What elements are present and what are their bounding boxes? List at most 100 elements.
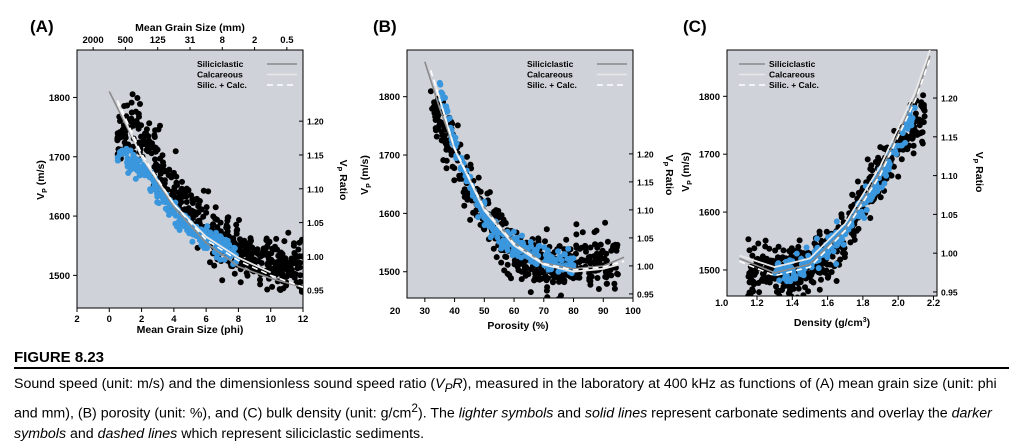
point-calcareous	[189, 238, 196, 245]
point-siliciclastic	[146, 120, 153, 127]
point-siliciclastic	[481, 226, 488, 233]
x-tick-label: 100	[625, 306, 641, 317]
panel-a-points-siliciclastic	[114, 91, 303, 295]
point-calcareous	[504, 247, 511, 254]
point-calcareous	[169, 207, 176, 214]
y-tick-label: 1700	[699, 150, 720, 161]
point-siliciclastic	[587, 281, 594, 288]
caption-divider	[14, 367, 1009, 369]
point-siliciclastic	[296, 264, 303, 271]
point-siliciclastic	[794, 294, 800, 296]
point-siliciclastic	[611, 280, 618, 287]
point-siliciclastic	[233, 221, 240, 228]
point-siliciclastic	[282, 255, 289, 262]
point-siliciclastic	[840, 249, 846, 256]
point-siliciclastic	[847, 239, 854, 246]
point-siliciclastic	[591, 229, 598, 236]
point-siliciclastic	[178, 199, 185, 206]
point-siliciclastic	[898, 156, 905, 163]
x-tick-label: 6	[203, 314, 208, 325]
point-calcareous	[830, 248, 837, 255]
point-calcareous	[803, 244, 810, 251]
point-siliciclastic	[152, 145, 159, 152]
point-siliciclastic	[796, 237, 803, 244]
point-siliciclastic	[179, 178, 185, 185]
y2-tick-label: 1.10	[941, 171, 958, 181]
point-calcareous	[833, 218, 840, 225]
point-siliciclastic	[183, 199, 190, 205]
legend-label: Silic. + Calc.	[769, 80, 819, 90]
point-siliciclastic	[207, 259, 213, 266]
point-siliciclastic	[601, 255, 608, 262]
panel-c: (C) 1.0 1.2 1.4 1.6 1.8 2.0 2.2 1500 1600 1700 18…	[680, 17, 985, 329]
point-siliciclastic	[289, 272, 296, 278]
fit-line-calcareous	[739, 50, 931, 269]
point-siliciclastic	[454, 122, 461, 129]
point-siliciclastic	[599, 247, 606, 254]
point-siliciclastic	[867, 215, 874, 221]
point-siliciclastic	[749, 252, 756, 259]
x-tick-label: 1.0	[715, 298, 728, 309]
point-calcareous	[184, 223, 190, 230]
point-siliciclastic	[556, 243, 563, 250]
point-siliciclastic	[196, 198, 203, 204]
point-calcareous	[805, 252, 812, 259]
y-tick-label: 1600	[699, 208, 720, 219]
point-siliciclastic	[277, 287, 284, 293]
point-siliciclastic	[249, 244, 256, 251]
point-siliciclastic	[587, 244, 594, 251]
point-siliciclastic	[854, 178, 861, 185]
point-siliciclastic	[596, 255, 603, 262]
point-calcareous	[186, 230, 193, 237]
y2-tick-label: 1.15	[941, 132, 958, 142]
point-siliciclastic	[751, 245, 758, 252]
point-siliciclastic	[787, 287, 794, 294]
point-siliciclastic	[773, 283, 779, 290]
point-siliciclastic	[493, 207, 499, 214]
panel-c-y-axis-title: VP (m/s)	[680, 152, 694, 192]
panel-b-y-ticks: 1500 1600 1700 1800	[379, 92, 407, 278]
point-calcareous	[124, 163, 131, 170]
fit-line-combined	[430, 70, 625, 271]
point-calcareous	[784, 278, 791, 285]
point-siliciclastic	[823, 228, 830, 235]
point-calcareous	[155, 200, 162, 207]
point-siliciclastic	[614, 271, 621, 278]
x-top-tick-label: 2000	[83, 35, 104, 46]
point-siliciclastic	[141, 138, 148, 145]
point-siliciclastic	[433, 133, 440, 140]
y-tick-label: 1800	[49, 93, 70, 104]
point-siliciclastic	[604, 280, 610, 287]
point-siliciclastic	[462, 186, 468, 193]
point-siliciclastic	[773, 288, 780, 295]
x-top-tick-label: 8	[220, 35, 225, 46]
point-siliciclastic	[543, 226, 550, 233]
point-siliciclastic	[533, 299, 539, 305]
point-calcareous	[786, 257, 793, 264]
point-siliciclastic	[602, 273, 609, 280]
point-siliciclastic	[286, 264, 293, 270]
point-siliciclastic	[544, 294, 551, 298]
point-calcareous	[514, 253, 521, 259]
x-tick-label: 90	[598, 306, 609, 317]
point-siliciclastic	[800, 292, 807, 296]
panel-a-top-axis-title: Mean Grain Size (mm)	[135, 22, 245, 34]
y-tick-label: 1600	[379, 209, 400, 220]
point-siliciclastic	[542, 238, 548, 245]
point-siliciclastic	[527, 289, 534, 296]
point-siliciclastic	[165, 171, 172, 178]
point-siliciclastic	[258, 260, 265, 266]
point-siliciclastic	[205, 188, 212, 195]
y2-tick-label: 1.00	[941, 249, 958, 259]
point-siliciclastic	[137, 101, 143, 107]
point-siliciclastic	[824, 274, 831, 281]
point-siliciclastic	[573, 221, 580, 228]
point-calcareous	[541, 244, 548, 251]
point-siliciclastic	[475, 174, 482, 181]
point-siliciclastic	[864, 156, 871, 163]
panel-a-label: (A)	[30, 17, 54, 36]
panel-c-y-ticks: 1500 1600 1700 1800	[699, 92, 727, 277]
point-siliciclastic	[134, 95, 141, 101]
point-siliciclastic	[563, 236, 570, 243]
